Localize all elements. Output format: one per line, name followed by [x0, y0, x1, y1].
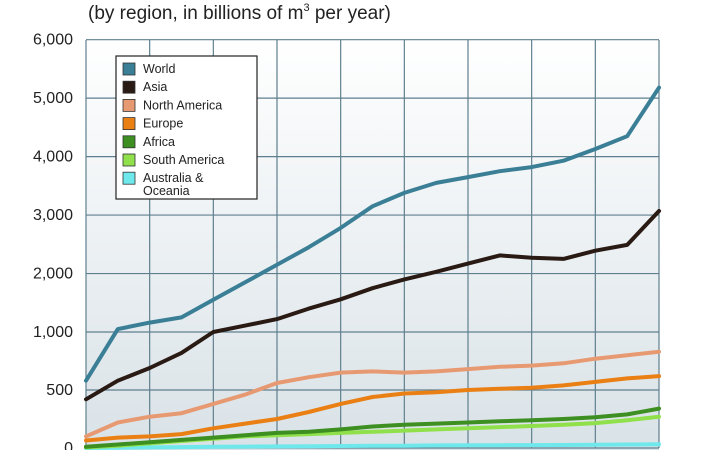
y-axis: 0 500 1,000 2,000 3,000 4,000 5,000 6,000	[33, 32, 73, 450]
legend-label: World	[143, 62, 175, 76]
legend-label: Australia &	[143, 171, 204, 185]
legend-swatch	[122, 153, 136, 167]
series-line-australia-oceania	[84, 442, 661, 450]
legend-swatch	[122, 80, 136, 94]
y-tick-label: 0	[64, 440, 73, 450]
y-tick-label: 500	[46, 382, 73, 399]
legend-swatch	[122, 135, 136, 149]
legend-swatch	[122, 99, 136, 112]
grid	[85, 39, 660, 449]
series-line-asia	[84, 209, 661, 402]
legend-label: Europe	[143, 117, 183, 131]
y-tick-label: 1,000	[33, 324, 73, 341]
legend-swatch	[122, 171, 136, 185]
series-line-africa	[84, 406, 661, 449]
series-line-europe	[84, 374, 661, 443]
legend-label: Oceania	[143, 184, 190, 198]
series-line-world	[84, 85, 661, 383]
y-tick-label: 2,000	[33, 266, 73, 283]
y-tick-label: 4,000	[33, 149, 73, 166]
legend-label: Africa	[143, 135, 175, 149]
legend-swatch	[122, 62, 136, 76]
series-lines	[84, 85, 661, 450]
y-tick-label: 3,000	[33, 207, 73, 224]
y-tick-label: 6,000	[33, 32, 73, 49]
series-line-north-america	[84, 349, 661, 439]
legend: World Asia North America Europe Africa South …	[115, 55, 258, 200]
y-tick-label: 5,000	[33, 90, 73, 107]
chart-subtitle: (by region, in billions of m3 per year)	[88, 2, 391, 24]
legend-label: South America	[143, 153, 224, 167]
legend-label: Asia	[143, 80, 167, 94]
legend-label: North America	[143, 98, 222, 112]
legend-box	[115, 55, 258, 200]
legend-swatch	[122, 117, 136, 130]
